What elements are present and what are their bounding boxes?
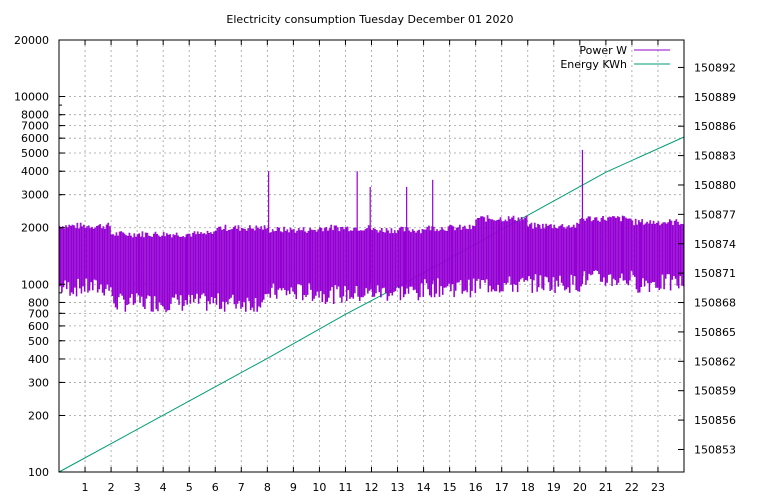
y-right-tick-label: 150883 [694,150,736,163]
legend-label-energy: Energy KWh [560,58,627,71]
x-tick-label: 4 [160,481,167,494]
y-left-tick-label: 20000 [14,34,49,47]
x-tick-label: 8 [264,481,271,494]
x-tick-label: 3 [134,481,141,494]
x-tick-label: 12 [365,481,379,494]
x-tick-label: 23 [651,481,665,494]
y-left-tick-label: 800 [28,296,49,309]
y-right-tick-label: 150892 [694,61,736,74]
x-tick-label: 17 [495,481,509,494]
power-series-line [59,215,684,313]
y-left-tick-label: 300 [28,376,49,389]
y-left-tick-label: 6000 [21,132,49,145]
x-tick-label: 11 [338,481,352,494]
legend-label-power: Power W [579,44,627,57]
x-tick-label: 22 [625,481,639,494]
y-left-tick-label: 3000 [21,189,49,202]
chart-title: Electricity consumption Tuesday December… [226,13,513,26]
y-left-tick-label: 7000 [21,120,49,133]
y-right-tick-label: 150889 [694,91,736,104]
legend: Power W Energy KWh [560,44,670,71]
energy-series-line [58,136,685,473]
y-left-tick-label: 1000 [21,278,49,291]
x-tick-label: 14 [417,481,431,494]
y-left-tick-label: 600 [28,320,49,333]
x-tick-label: 20 [573,481,587,494]
y-left-tick-label: 10000 [14,91,49,104]
x-tick-label: 9 [290,481,297,494]
y-left-tick-label: 8000 [21,109,49,122]
y-left-tick-label: 5000 [21,147,49,160]
y-right-tick-label: 150871 [694,267,736,280]
y-right-tick-label: 150886 [694,120,736,133]
y-right-tick-label: 150856 [694,414,736,427]
y-left-tick-label: 200 [28,409,49,422]
y-right-tick-label: 150862 [694,355,736,368]
x-tick-label: 5 [186,481,193,494]
x-tick-label: 1 [82,481,89,494]
y-right-tick-label: 150865 [694,326,736,339]
x-tick-label: 18 [521,481,535,494]
x-tick-label: 16 [469,481,483,494]
x-tick-label: 21 [599,481,613,494]
energy-series-layer [58,136,685,473]
x-tick-label: 10 [312,481,326,494]
x-tick-label: 7 [238,481,245,494]
y-left-tick-label: 500 [28,335,49,348]
x-tick-label: 15 [443,481,457,494]
y-right-tick-label: 150880 [694,179,736,192]
x-tick-label: 6 [212,481,219,494]
y-left-tick-label: 2000 [21,222,49,235]
y-left-tick-label: 4000 [21,165,49,178]
axis-layer: 1 2 3 4 5 6 7 8 9 10 11 12 13 14 15 16 17 18 19 20 21 22 23100… [14,34,736,494]
y-right-tick-label: 150859 [694,385,736,398]
y-right-tick-label: 150853 [694,443,736,456]
x-tick-label: 19 [547,481,561,494]
x-tick-label: 2 [108,481,115,494]
x-tick-label: 13 [391,481,405,494]
y-left-tick-label: 400 [28,353,49,366]
y-left-tick-label: 700 [28,307,49,320]
power-series-layer [59,149,684,313]
y-right-tick-label: 150874 [694,238,736,251]
y-right-tick-label: 150877 [694,208,736,221]
y-right-tick-label: 150868 [694,297,736,310]
y-left-tick-label: 100 [28,466,49,479]
